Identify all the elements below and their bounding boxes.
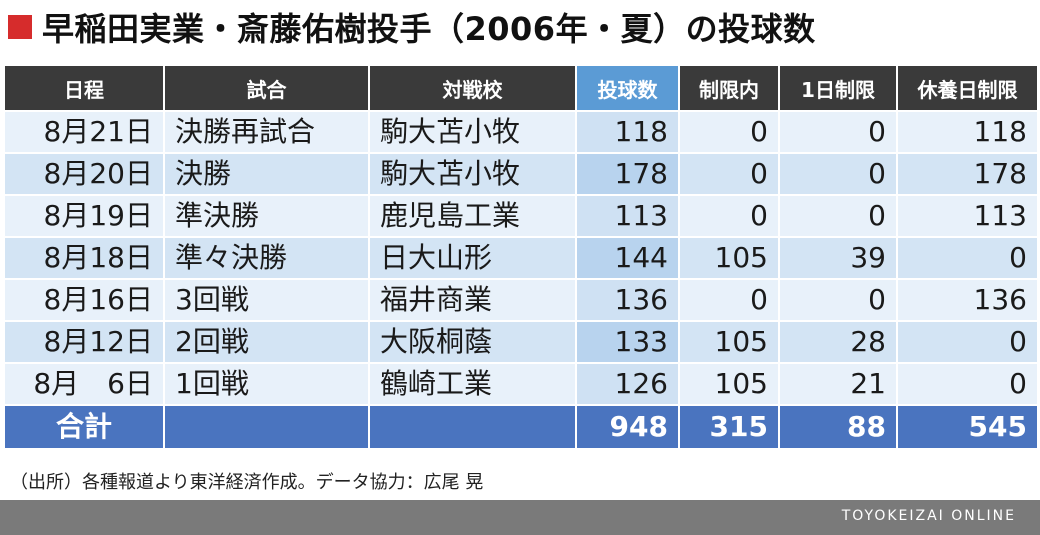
- pitch-count-table: 日程 試合 対戦校 投球数 制限内 1日制限 休養日制限 8月21日 決勝再試合 駒大苫小牧 11…: [3, 64, 1039, 450]
- table-cell: 大阪桐蔭: [368, 320, 577, 364]
- footer-bar: TOYOKEIZAI ONLINE: [0, 500, 1040, 535]
- table-cell: 準決勝: [163, 194, 370, 238]
- table-cell: 118: [896, 110, 1039, 154]
- table-cell: 準々決勝: [163, 236, 370, 280]
- table-cell: 0: [778, 278, 898, 322]
- title-text: 早稲田実業・斎藤佑樹投手（2006年・夏）の投球数: [42, 10, 816, 48]
- table-cell: 決勝再試合: [163, 110, 370, 154]
- table-cell: 133: [575, 320, 680, 364]
- table-cell: 144: [575, 236, 680, 280]
- red-square-icon: [8, 15, 32, 39]
- table-cell: 28: [778, 320, 898, 364]
- table-cell: 21: [778, 362, 898, 406]
- table-cell: 0: [678, 278, 780, 322]
- total-label: 合計: [3, 404, 165, 450]
- table-cell: 駒大苫小牧: [368, 110, 577, 154]
- column-header: 日程: [3, 64, 165, 112]
- table-row: 8月19日 準決勝 鹿児島工業 113 0 0 113: [3, 194, 1039, 238]
- total-value: 948: [575, 404, 680, 450]
- table-cell: 0: [896, 236, 1039, 280]
- total-value: 545: [896, 404, 1039, 450]
- table-cell: 8月19日: [3, 194, 165, 238]
- table-row: 8月20日 決勝 駒大苫小牧 178 0 0 178: [3, 152, 1039, 196]
- column-header: 制限内: [678, 64, 780, 112]
- table-cell: 決勝: [163, 152, 370, 196]
- table-row: 8月18日 準々決勝 日大山形 144 105 39 0: [3, 236, 1039, 280]
- table-cell: 0: [778, 152, 898, 196]
- table-cell: 113: [575, 194, 680, 238]
- table-cell: 105: [678, 320, 780, 364]
- table-cell: 105: [678, 236, 780, 280]
- header-row: 日程 試合 対戦校 投球数 制限内 1日制限 休養日制限: [3, 64, 1039, 112]
- source-note: （出所）各種報道より東洋経済作成。データ協力：広尾 晃: [10, 472, 484, 493]
- table-cell: 福井商業: [368, 278, 577, 322]
- column-header: 休養日制限: [896, 64, 1039, 112]
- table-cell: 3回戦: [163, 278, 370, 322]
- table-cell: 178: [575, 152, 680, 196]
- table-cell: 1回戦: [163, 362, 370, 406]
- table-cell: 39: [778, 236, 898, 280]
- table-cell: 136: [896, 278, 1039, 322]
- table-cell: 鶴崎工業: [368, 362, 577, 406]
- table-cell: 113: [896, 194, 1039, 238]
- table-cell: 136: [575, 278, 680, 322]
- table-cell: 0: [678, 110, 780, 154]
- table-cell: 0: [778, 194, 898, 238]
- table-row: 8月16日 3回戦 福井商業 136 0 0 136: [3, 278, 1039, 322]
- total-value: 315: [678, 404, 780, 450]
- table-cell: 126: [575, 362, 680, 406]
- table-cell: 105: [678, 362, 780, 406]
- table-cell: 鹿児島工業: [368, 194, 577, 238]
- column-header: 対戦校: [368, 64, 577, 112]
- table-cell: 0: [678, 194, 780, 238]
- table-cell: 0: [678, 152, 780, 196]
- table-cell: 駒大苫小牧: [368, 152, 577, 196]
- column-header: 投球数: [575, 64, 680, 112]
- column-header: 試合: [163, 64, 370, 112]
- table-cell: 8月12日: [3, 320, 165, 364]
- table-cell: 0: [896, 362, 1039, 406]
- table-cell: 日大山形: [368, 236, 577, 280]
- total-value: 88: [778, 404, 898, 450]
- chart-title: 早稲田実業・斎藤佑樹投手（2006年・夏）の投球数: [8, 4, 816, 50]
- total-row: 合計 948 315 88 545: [3, 404, 1039, 450]
- table-cell: 0: [896, 320, 1039, 364]
- table-cell: 8月21日: [3, 110, 165, 154]
- brand-logo-text: TOYOKEIZAI ONLINE: [841, 508, 1016, 524]
- table-cell: 8月 6日: [3, 362, 165, 406]
- empty-cell: [368, 404, 577, 450]
- table-row: 8月21日 決勝再試合 駒大苫小牧 118 0 0 118: [3, 110, 1039, 154]
- table-cell: 0: [778, 110, 898, 154]
- column-header: 1日制限: [778, 64, 898, 112]
- table-cell: 8月18日: [3, 236, 165, 280]
- table-cell: 178: [896, 152, 1039, 196]
- table-cell: 118: [575, 110, 680, 154]
- table-cell: 2回戦: [163, 320, 370, 364]
- table-row: 8月 6日 1回戦 鶴崎工業 126 105 21 0: [3, 362, 1039, 406]
- empty-cell: [163, 404, 370, 450]
- table-row: 8月12日 2回戦 大阪桐蔭 133 105 28 0: [3, 320, 1039, 364]
- table-cell: 8月16日: [3, 278, 165, 322]
- table-cell: 8月20日: [3, 152, 165, 196]
